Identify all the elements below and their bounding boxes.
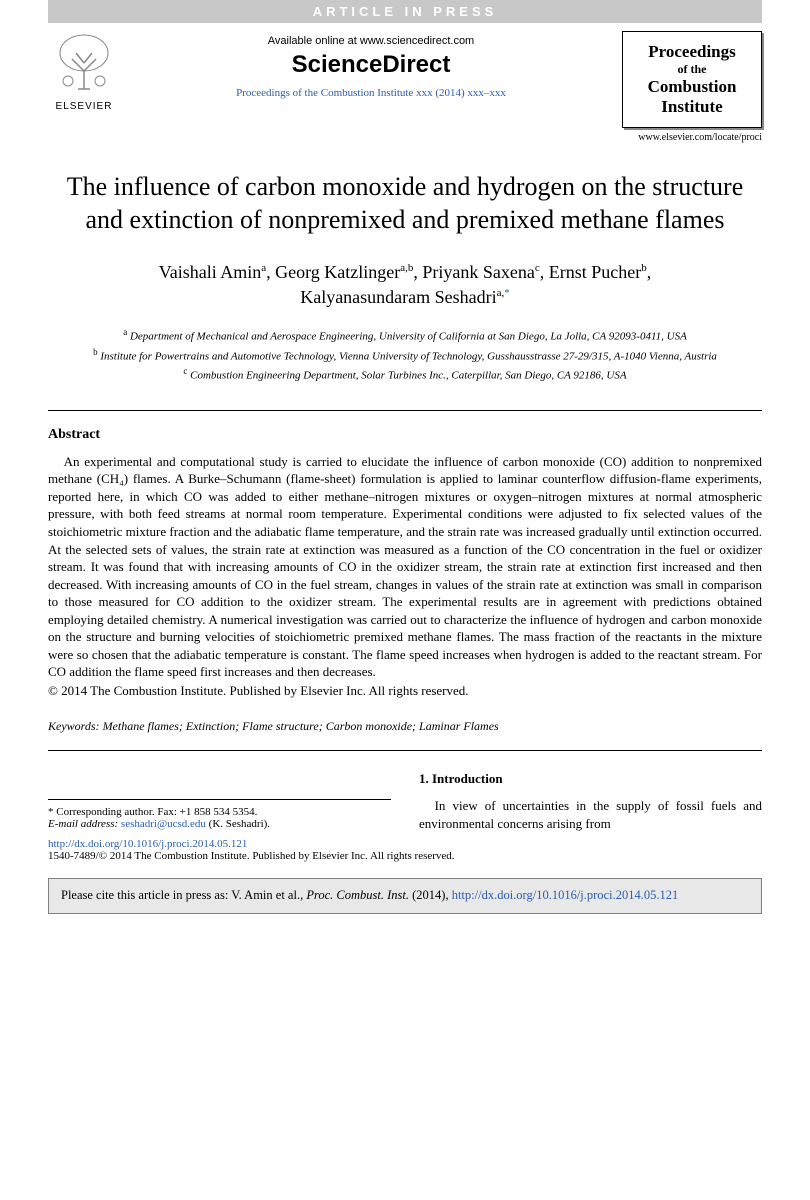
elsevier-label: ELSEVIER — [48, 101, 120, 112]
center-header: Available online at www.sciencedirect.co… — [132, 31, 610, 99]
corresponding-author-line: * Corresponding author. Fax: +1 858 534 … — [48, 806, 391, 818]
journal-title-line3: Combustion — [627, 77, 757, 97]
corresponding-mark: * — [504, 287, 510, 299]
locate-url: www.elsevier.com/locate/proci — [0, 128, 810, 143]
two-column-row: * Corresponding author. Fax: +1 858 534 … — [0, 761, 810, 832]
keywords-label: Keywords: — [48, 719, 100, 733]
issn-copyright: 1540-7489/© 2014 The Combustion Institut… — [48, 850, 762, 862]
keywords-section: Keywords: Methane flames; Extinction; Fl… — [0, 705, 810, 740]
email-name: (K. Seshadri). — [209, 818, 270, 830]
doi-section: http://dx.doi.org/10.1016/j.proci.2014.0… — [0, 832, 810, 868]
author-list: Vaishali Amina, Georg Katzlingera,b, Pri… — [0, 252, 810, 318]
citation-box: Please cite this article in press as: V.… — [48, 878, 762, 914]
author-1: Vaishali Amin — [159, 262, 262, 282]
divider-top — [48, 410, 762, 411]
article-title: The influence of carbon monoxide and hyd… — [0, 143, 810, 252]
elsevier-tree-icon — [52, 31, 116, 95]
elsevier-logo-block: ELSEVIER — [48, 31, 120, 112]
introduction-column: 1. Introduction In view of uncertainties… — [419, 771, 762, 832]
author-2-aff: a,b — [400, 262, 413, 274]
cite-journal-italic: Proc. Combust. Inst. — [306, 888, 409, 902]
author-5: Kalyanasundaram Seshadri — [300, 287, 496, 307]
email-line: E-mail address: seshadri@ucsd.edu (K. Se… — [48, 818, 391, 830]
journal-title-line4: Institute — [627, 97, 757, 117]
email-label: E-mail address: — [48, 818, 118, 830]
abstract-heading: Abstract — [48, 427, 762, 443]
divider-bottom — [48, 750, 762, 751]
author-4-aff: b — [641, 262, 647, 274]
cite-mid: (2014), — [409, 888, 452, 902]
abstract-body: An experimental and computational study … — [48, 453, 762, 681]
journal-cover-box: Proceedings of the Combustion Institute — [622, 31, 762, 128]
introduction-text: In view of uncertainties in the supply o… — [419, 797, 762, 832]
header-row: ELSEVIER Available online at www.science… — [0, 23, 810, 128]
author-2: Georg Katzlinger — [275, 262, 400, 282]
abstract-section: Abstract An experimental and computation… — [0, 421, 810, 705]
sciencedirect-logo: ScienceDirect — [132, 51, 610, 79]
keywords-text: Methane flames; Extinction; Flame struct… — [103, 719, 499, 733]
cite-prefix: Please cite this article in press as: V.… — [61, 888, 306, 902]
affiliations: a Department of Mechanical and Aerospace… — [0, 318, 810, 399]
article-in-press-banner: ARTICLE IN PRESS — [48, 0, 762, 23]
copyright-line: © 2014 The Combustion Institute. Publish… — [48, 683, 762, 699]
cite-link[interactable]: http://dx.doi.org/10.1016/j.proci.2014.0… — [452, 888, 679, 902]
affiliation-a: Department of Mechanical and Aerospace E… — [130, 331, 687, 343]
affiliation-b: Institute for Powertrains and Automotive… — [100, 350, 717, 362]
author-3: Priyank Saxena — [422, 262, 534, 282]
affiliation-c: Combustion Engineering Department, Solar… — [190, 369, 626, 381]
doi-link[interactable]: http://dx.doi.org/10.1016/j.proci.2014.0… — [48, 838, 762, 850]
journal-title-line1: Proceedings — [627, 42, 757, 62]
author-4: Ernst Pucher — [549, 262, 641, 282]
introduction-heading: 1. Introduction — [419, 771, 762, 787]
citation-line: Proceedings of the Combustion Institute … — [132, 87, 610, 99]
journal-title-line2: of the — [627, 62, 757, 77]
correspondence-block: * Corresponding author. Fax: +1 858 534 … — [48, 799, 391, 832]
author-1-aff: a — [261, 262, 266, 274]
email-address[interactable]: seshadri@ucsd.edu — [121, 818, 206, 830]
author-3-aff: c — [535, 262, 540, 274]
available-online-text: Available online at www.sciencedirect.co… — [132, 35, 610, 47]
